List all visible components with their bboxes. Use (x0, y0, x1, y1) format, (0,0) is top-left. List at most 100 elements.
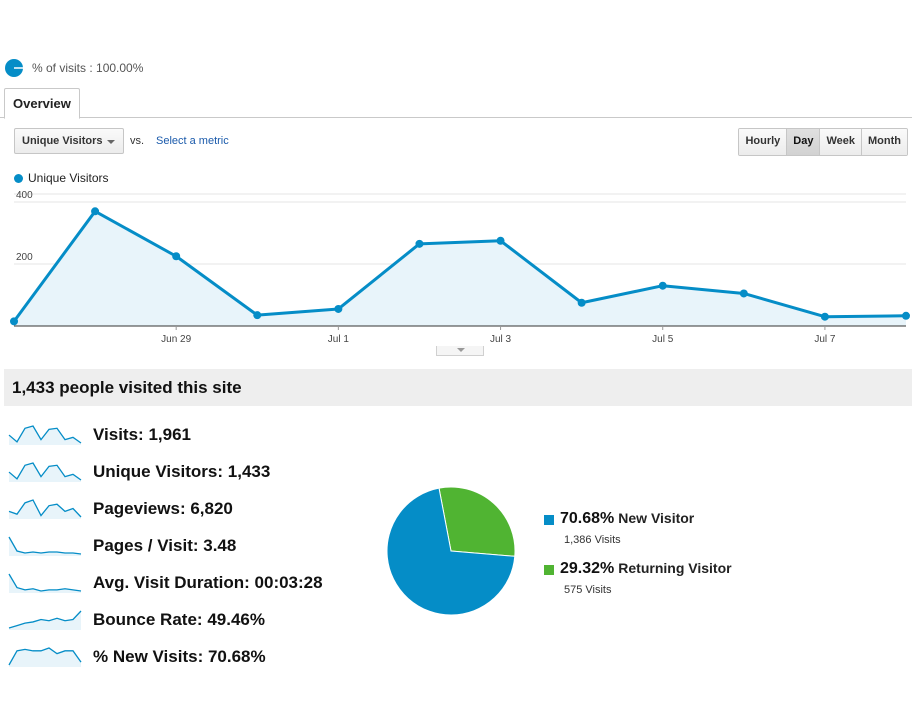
x-tick-label: Jul 3 (490, 334, 512, 345)
metric-row[interactable]: Pages / Visit: 3.48 (8, 531, 368, 568)
segment-indicator[interactable]: % of visits : 100.00% (4, 58, 143, 78)
sparkline-line (8, 499, 82, 518)
chart-scroll-handle[interactable] (436, 346, 484, 356)
metric-name: Avg. Visit Duration: (93, 573, 250, 592)
data-point[interactable] (334, 304, 343, 313)
summary-header: 1,433 people visited this site (4, 369, 912, 406)
metric-row[interactable]: Bounce Rate: 49.46% (8, 605, 368, 642)
data-point[interactable] (10, 317, 18, 326)
legend-dot-icon (14, 173, 23, 183)
period-month-button[interactable]: Month (862, 129, 907, 155)
data-point[interactable] (902, 311, 910, 320)
x-tick-label: Jul 7 (814, 334, 836, 345)
metrics-list: Visits: 1,961 Unique Visitors: 1,433 Pagev… (8, 420, 368, 679)
unique-visitors-chart: 400 200 Jun 29 Jul 1 Jul 3 Jul 5 Jul 7 (10, 190, 910, 345)
data-point[interactable] (415, 239, 424, 248)
sparkline-line (8, 462, 82, 481)
swatch-new-visitor (544, 515, 554, 525)
tab-overview[interactable]: Overview (4, 88, 80, 119)
sparkline-fill (9, 500, 81, 519)
metric-row[interactable]: Unique Visitors: 1,433 (8, 457, 368, 494)
metric-value: 1,433 (227, 462, 271, 481)
sparkline-fill (9, 648, 81, 667)
metric-value: 70.68% (207, 647, 266, 666)
tab-bar: Overview (0, 88, 912, 119)
metric-select-value: Unique Visitors (22, 135, 103, 147)
segment-label: % of visits : 100.00% (32, 61, 144, 75)
metric-row[interactable]: Visits: 1,961 (8, 420, 368, 457)
data-point[interactable] (496, 236, 505, 245)
chart-controls: Unique Visitors vs. Select a metric Hour… (14, 128, 908, 156)
pie-name-returning: Returning Visitor (618, 560, 732, 576)
metric-value: 00:03:28 (254, 573, 323, 592)
pie-slice-returning-visitor[interactable] (438, 486, 516, 557)
sparkline-icon (8, 536, 82, 556)
metric-value: 1,961 (148, 425, 191, 444)
chevron-down-icon (107, 140, 115, 144)
pie-visits-new: 1,386 Visits (564, 534, 621, 546)
x-tick-label: Jul 1 (328, 334, 350, 345)
sparkline-fill (9, 537, 81, 556)
metric-row[interactable]: Avg. Visit Duration: 00:03:28 (8, 568, 368, 605)
metric-name: Unique Visitors: (93, 462, 224, 481)
sparkline-icon (8, 425, 82, 445)
chart-legend: Unique Visitors (14, 171, 108, 185)
metric-row[interactable]: Pageviews: 6,820 (8, 494, 368, 531)
sparkline-icon (8, 573, 82, 593)
period-week-button[interactable]: Week (820, 129, 863, 155)
sparkline-line (8, 536, 82, 555)
area-fill (14, 211, 906, 326)
data-point[interactable] (253, 311, 262, 320)
select-metric-link[interactable]: Select a metric (156, 135, 229, 147)
visitor-type-pie-chart (386, 486, 516, 616)
x-tick-label: Jul 5 (652, 334, 674, 345)
metric-label: Pages / Visit: 3.48 (93, 536, 236, 556)
metric-label: Visits: 1,961 (93, 425, 191, 445)
metric-name: Bounce Rate: (93, 610, 203, 629)
series-line (12, 209, 907, 323)
pie-name-new: New Visitor (618, 510, 695, 526)
metric-value: 6,820 (190, 499, 233, 518)
sparkline-icon (8, 462, 82, 482)
data-point[interactable] (172, 252, 181, 261)
metric-label: Pageviews: 6,820 (93, 499, 233, 519)
swatch-returning-visitor (544, 565, 554, 575)
grip-icon (457, 348, 465, 352)
legend-label: Unique Visitors (28, 171, 109, 185)
metric-select[interactable]: Unique Visitors (14, 128, 124, 154)
sparkline-icon (8, 610, 82, 630)
metric-name: Pageviews: (93, 499, 186, 518)
sparkline-line (8, 610, 82, 629)
segment-pie-icon (5, 59, 23, 77)
metric-label: % New Visits: 70.68% (93, 647, 266, 667)
data-point[interactable] (91, 207, 100, 216)
sparkline-line (8, 425, 82, 444)
metric-value: 49.46% (207, 610, 265, 629)
sparkline-fill (9, 574, 81, 593)
metric-row[interactable]: % New Visits: 70.68% (8, 642, 368, 679)
period-day-button[interactable]: Day (787, 129, 821, 155)
y-tick-label: 200 (16, 252, 33, 263)
sparkline-line (8, 573, 82, 592)
metric-label: Unique Visitors: 1,433 (93, 462, 270, 482)
data-point[interactable] (739, 289, 748, 298)
period-toggle: Hourly Day Week Month (738, 128, 908, 156)
sparkline-icon (8, 499, 82, 519)
metric-name: % New Visits: (93, 647, 204, 666)
metric-value: 3.48 (203, 536, 237, 555)
sparkline-icon (8, 647, 82, 667)
y-tick-label: 400 (16, 190, 33, 201)
metric-name: Visits: (93, 425, 144, 444)
sparkline-line (8, 647, 82, 666)
pie-pct-returning: 29.32% (560, 560, 615, 577)
data-point[interactable] (820, 312, 829, 321)
data-point[interactable] (577, 298, 586, 307)
metric-label: Avg. Visit Duration: 00:03:28 (93, 573, 323, 593)
vs-label: vs. (130, 135, 145, 147)
pie-pct-new: 70.68% (560, 510, 615, 527)
summary-title: 1,433 people visited this site (12, 378, 242, 397)
pie-slice-new-visitor[interactable] (386, 487, 516, 616)
data-point[interactable] (658, 281, 667, 290)
metric-label: Bounce Rate: 49.46% (93, 610, 265, 630)
period-hourly-button[interactable]: Hourly (739, 129, 788, 155)
